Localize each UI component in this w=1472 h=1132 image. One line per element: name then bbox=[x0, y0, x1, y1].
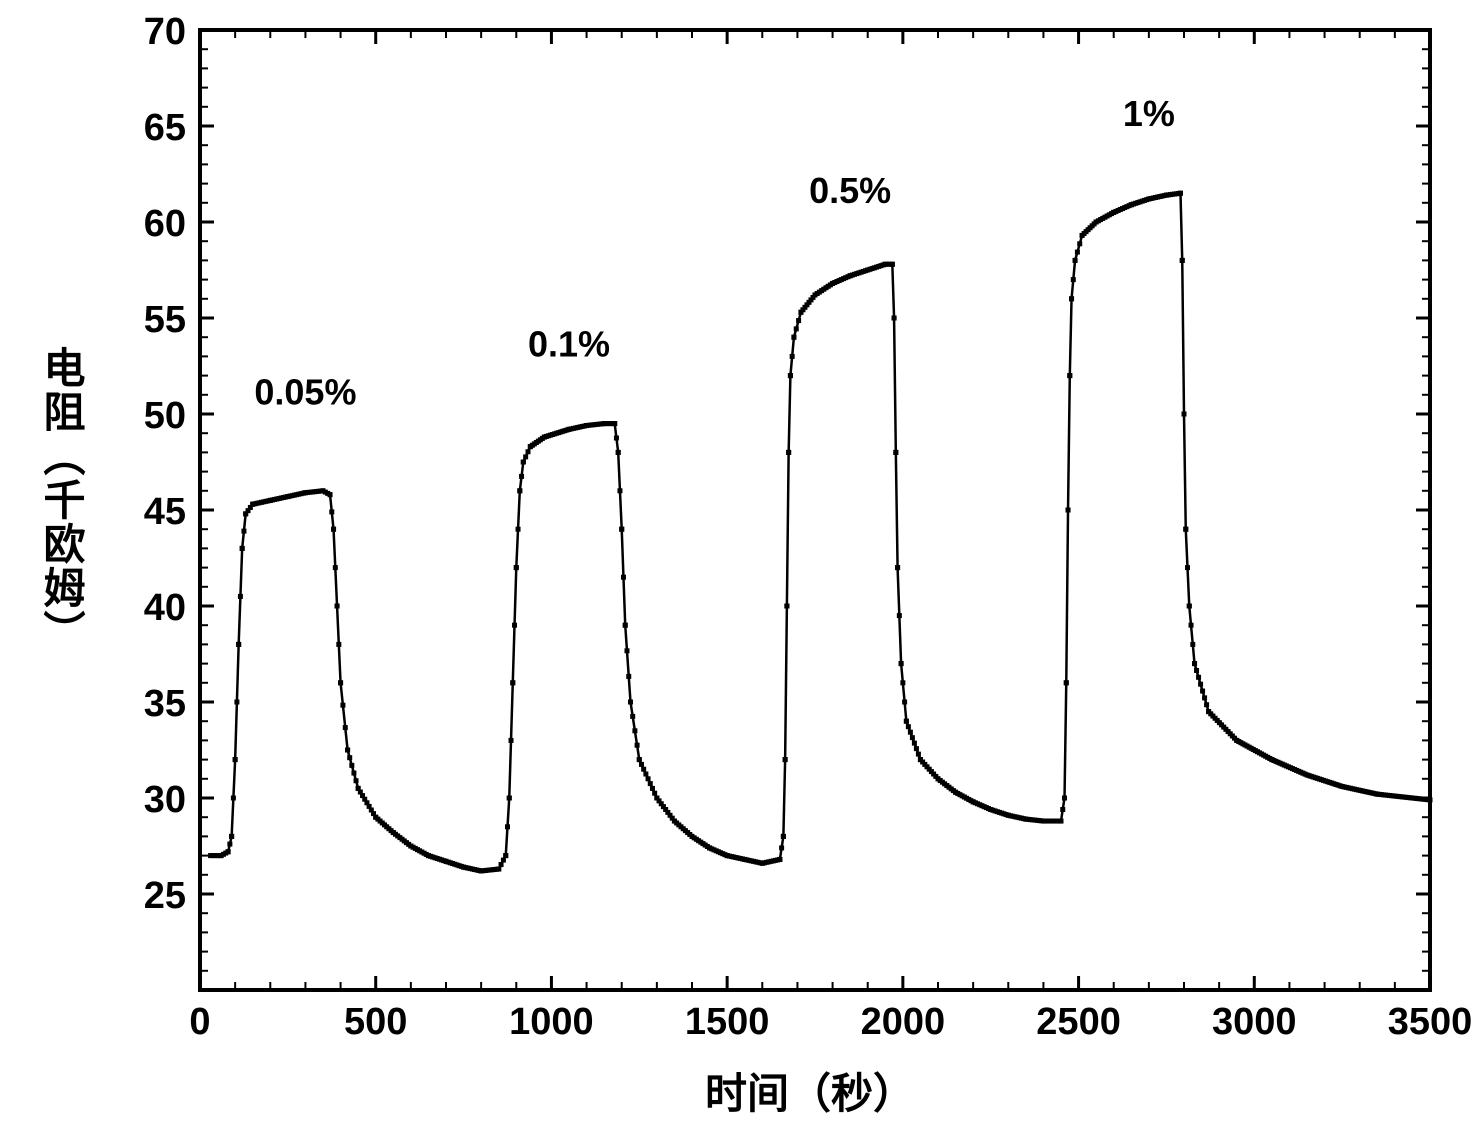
y-tick-label: 25 bbox=[144, 875, 186, 917]
x-tick-label: 1500 bbox=[685, 1001, 770, 1043]
data-line bbox=[211, 193, 1430, 871]
y-tick-label: 30 bbox=[144, 779, 186, 821]
x-tick-label: 0 bbox=[189, 1001, 210, 1043]
x-tick-label: 3500 bbox=[1388, 1001, 1472, 1043]
x-tick-label: 500 bbox=[344, 1001, 407, 1043]
y-tick-label: 40 bbox=[144, 587, 186, 629]
y-tick-label: 65 bbox=[144, 107, 186, 149]
chart-container: 电阻（千欧姆） 时间（秒） 25303540455055606570050010… bbox=[0, 0, 1472, 1132]
x-tick-label: 3000 bbox=[1212, 1001, 1297, 1043]
y-tick-label: 50 bbox=[144, 395, 186, 437]
chart-svg: 25 30 35 40 45 50 55 60 65 70 0 500 1000 1500 2000 2500… bbox=[0, 0, 1472, 1132]
x-tick-label: 2000 bbox=[861, 1001, 946, 1043]
x-tick-label: 1000 bbox=[509, 1001, 594, 1043]
y-tick-label: 60 bbox=[144, 203, 186, 245]
y-tick-label: 35 bbox=[144, 683, 186, 725]
annotation-label: 0.05% bbox=[254, 371, 356, 412]
annotation-label: 1% bbox=[1123, 93, 1175, 134]
y-tick-label: 45 bbox=[144, 491, 186, 533]
annotation-label: 0.1% bbox=[528, 323, 610, 364]
annotation-label: 0.5% bbox=[809, 170, 891, 211]
y-tick-label: 70 bbox=[144, 11, 186, 53]
x-tick-label: 2500 bbox=[1036, 1001, 1121, 1043]
y-tick-label: 55 bbox=[144, 299, 186, 341]
